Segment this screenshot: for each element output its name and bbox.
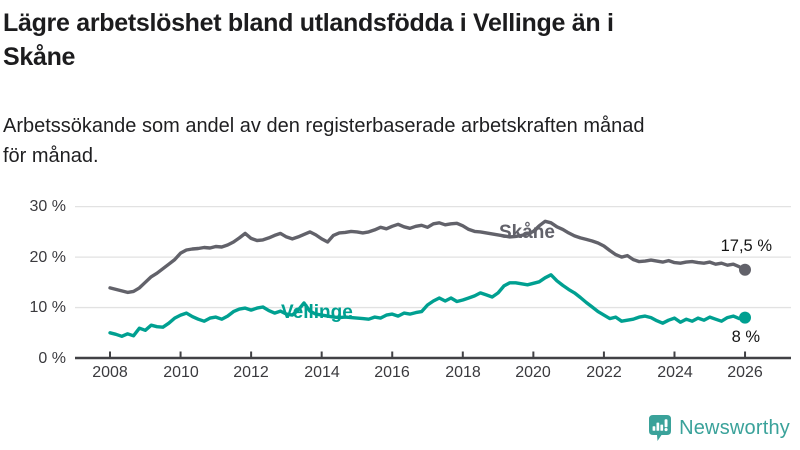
x-tick-label-2008: 2008	[92, 364, 128, 381]
chart-subtitle: Arbetssökande som andel av den registerb…	[3, 111, 797, 171]
y-tick-label-0: 0 %	[38, 350, 66, 367]
bar-chart-speech-bubble-icon	[649, 415, 672, 441]
x-tick-label-2010: 2010	[163, 364, 199, 381]
chart-subtitle-line-1: Arbetssökande som andel av den registerb…	[3, 115, 645, 137]
y-tick-label-20: 20 %	[29, 249, 66, 266]
x-tick-label-2026: 2026	[727, 364, 763, 381]
end-value-label-skane: 17,5 %	[720, 237, 772, 255]
end-value-label-vellinge: 8 %	[731, 328, 760, 346]
newsworthy-wordmark: Newsworthy	[679, 416, 790, 439]
page-title-line-2: Skåne	[3, 43, 76, 71]
x-tick-label-2020: 2020	[515, 364, 551, 381]
series-label-skane: Skåne	[499, 222, 555, 243]
x-tick-label-2014: 2014	[304, 364, 340, 381]
x-tick-label-2012: 2012	[233, 364, 269, 381]
x-tick-label-2018: 2018	[445, 364, 481, 381]
page-title: Lägre arbetslöshet bland utlandsfödda i …	[3, 6, 797, 74]
newsworthy-logo[interactable]: Newsworthy	[648, 412, 790, 444]
x-tick-label-2016: 2016	[374, 364, 410, 381]
y-tick-label-10: 10 %	[29, 299, 66, 316]
page-title-line-1: Lägre arbetslöshet bland utlandsfödda i …	[3, 9, 614, 37]
x-tick-label-2022: 2022	[586, 364, 622, 381]
series-label-vellinge: Vellinge	[281, 302, 353, 323]
y-tick-label-30: 30 %	[29, 198, 66, 215]
chart-subtitle-line-2: för månad.	[3, 145, 99, 167]
x-tick-label-2024: 2024	[657, 364, 693, 381]
